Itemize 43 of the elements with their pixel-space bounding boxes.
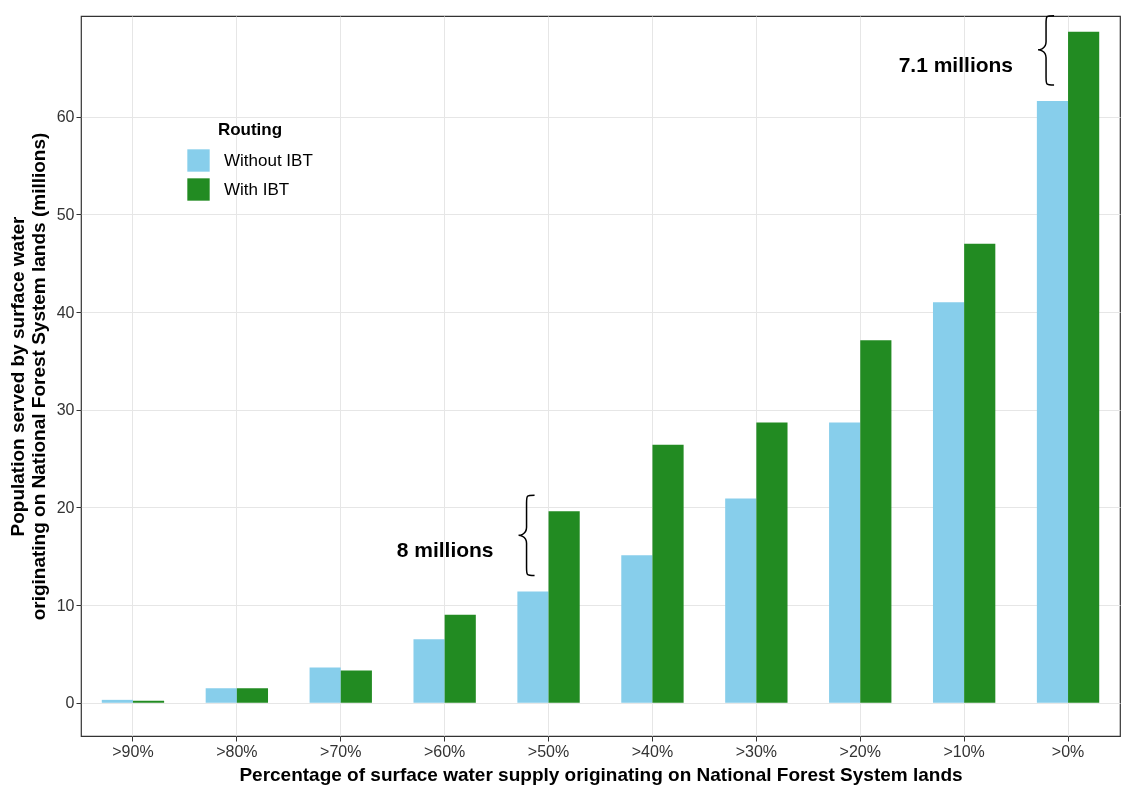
- x-tick-label: >70%: [320, 742, 362, 760]
- bar: [517, 591, 549, 703]
- y-tick-label: 10: [56, 596, 75, 614]
- legend-title: Routing: [217, 120, 283, 139]
- y-axis-title: Population served by surface water originating on National Forest System lands (millions): [6, 132, 49, 621]
- bar: [1068, 31, 1100, 703]
- x-tick-label: >40%: [631, 742, 674, 760]
- y-tick-label: 0: [65, 694, 75, 712]
- annotation: 8 millions: [396, 538, 494, 562]
- y-tick-label: 20: [56, 498, 75, 516]
- x-tick-label: >10%: [943, 742, 985, 760]
- y-tick-label: 40: [56, 303, 75, 321]
- x-tick-label: >50%: [527, 742, 570, 760]
- bar: [652, 444, 684, 703]
- bar: [829, 422, 861, 703]
- x-tick-label: >20%: [839, 742, 881, 760]
- bar: [548, 511, 580, 703]
- legend-label: Without IBT: [224, 150, 313, 170]
- annotation: 7.1 millions: [898, 52, 1014, 76]
- bar: [860, 340, 892, 703]
- bar: [932, 302, 965, 703]
- y-tick-label: 30: [56, 401, 75, 419]
- bar: [725, 498, 757, 703]
- bar: [101, 699, 133, 703]
- y-tick-label: 60: [56, 108, 75, 126]
- bar: [236, 688, 269, 703]
- x-axis-title: Percentage of surface water supply originating on National Forest System lands: [239, 763, 963, 785]
- bar: [413, 639, 445, 703]
- y-tick-label: 50: [56, 205, 75, 223]
- bar: [444, 614, 476, 703]
- bar: [621, 555, 653, 703]
- x-tick-label: >30%: [735, 742, 778, 760]
- x-tick-label: >80%: [216, 742, 258, 760]
- x-tick-label: >90%: [112, 742, 154, 760]
- x-tick-label: >60%: [423, 742, 466, 760]
- x-tick-label: >0%: [1051, 742, 1085, 760]
- bar: [756, 422, 788, 703]
- legend-label: With IBT: [224, 179, 290, 199]
- bar: [309, 667, 341, 703]
- bar: [205, 688, 237, 703]
- bar: [340, 670, 372, 703]
- bar: [964, 243, 996, 703]
- bar: [1036, 100, 1069, 703]
